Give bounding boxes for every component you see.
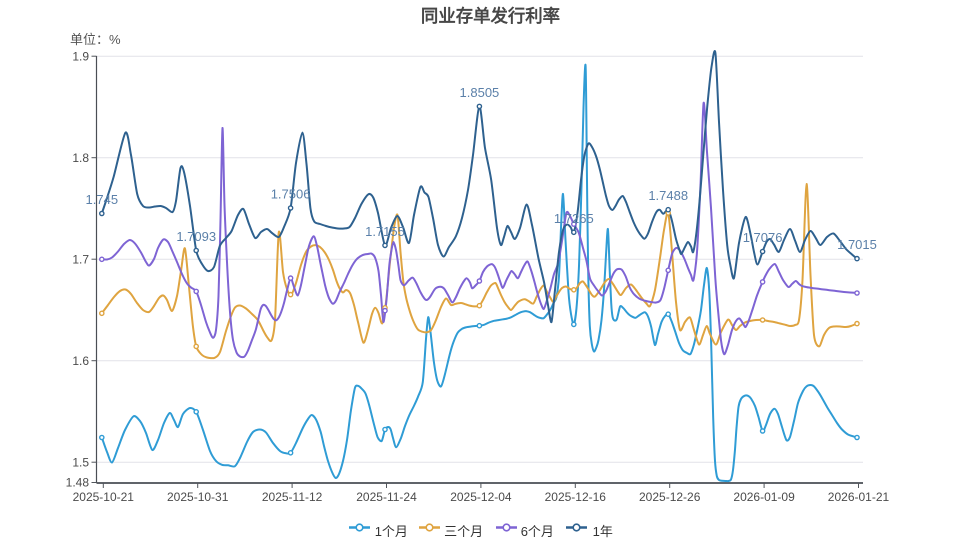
svg-text:1.48: 1.48 <box>66 476 90 490</box>
svg-text:2025-12-26: 2025-12-26 <box>639 490 701 504</box>
svg-text:1.7506: 1.7506 <box>271 187 311 202</box>
svg-text:1.8: 1.8 <box>72 151 89 165</box>
svg-text:2025-12-04: 2025-12-04 <box>450 490 512 504</box>
svg-text:1.9: 1.9 <box>72 49 89 63</box>
svg-text:1.5: 1.5 <box>72 455 89 469</box>
svg-text:2025-10-21: 2025-10-21 <box>73 490 135 504</box>
svg-text:2025-11-12: 2025-11-12 <box>262 490 323 504</box>
svg-text:1.745: 1.745 <box>86 192 119 207</box>
svg-text:2026-01-09: 2026-01-09 <box>733 490 795 504</box>
svg-text:1.6: 1.6 <box>72 354 89 368</box>
svg-text:1.7: 1.7 <box>72 252 89 266</box>
svg-text:2025-11-24: 2025-11-24 <box>356 490 417 504</box>
svg-text:1.7015: 1.7015 <box>837 237 877 252</box>
svg-text:2025-10-31: 2025-10-31 <box>167 490 229 504</box>
svg-text:1.7155: 1.7155 <box>365 224 405 239</box>
svg-text:1.7076: 1.7076 <box>743 230 783 245</box>
svg-text:1.7265: 1.7265 <box>554 211 594 226</box>
svg-text:1.8505: 1.8505 <box>460 85 500 100</box>
svg-text:2025-12-16: 2025-12-16 <box>545 490 607 504</box>
svg-text:2026-01-21: 2026-01-21 <box>828 490 890 504</box>
svg-text:1.7093: 1.7093 <box>176 229 216 244</box>
svg-text:1.7488: 1.7488 <box>648 188 688 203</box>
